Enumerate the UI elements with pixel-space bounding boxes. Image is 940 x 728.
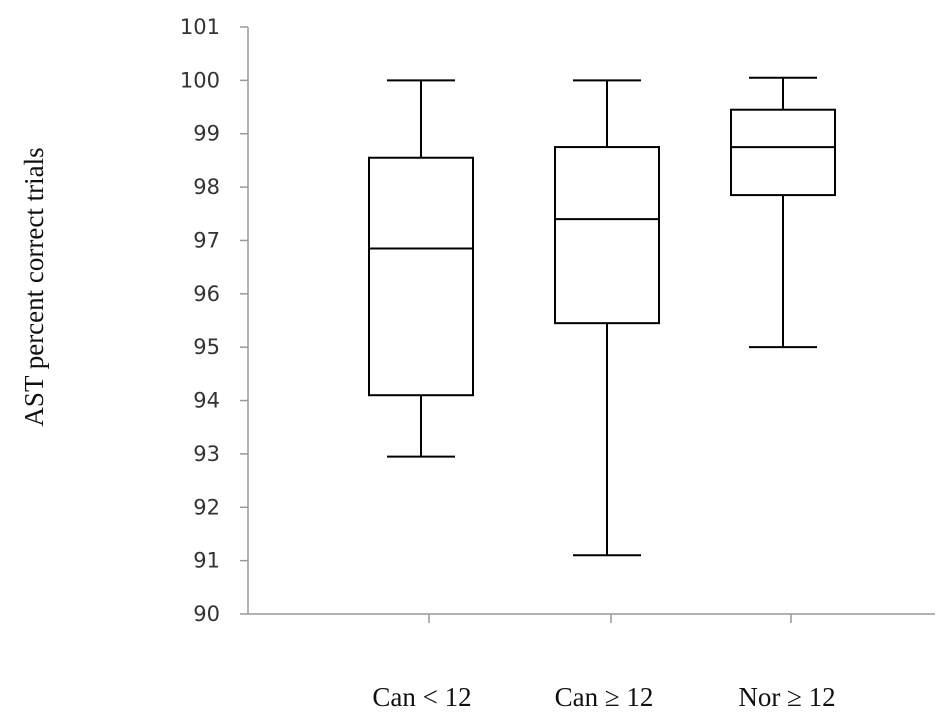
y-tick-label: 90 <box>193 602 220 626</box>
iqr-box <box>368 156 474 397</box>
iqr-box <box>730 108 836 197</box>
y-ticks: 90 91 92 93 94 95 96 97 98 99 100 101 <box>180 15 248 626</box>
x-category-label: Can < 12 <box>372 682 471 712</box>
y-tick-label: 96 <box>193 282 220 306</box>
axes <box>247 27 935 615</box>
y-tick-label: 98 <box>193 175 220 199</box>
y-tick-label: 93 <box>193 442 220 466</box>
y-tick-label: 100 <box>180 68 220 92</box>
y-tick-label: 94 <box>193 389 220 413</box>
iqr-box <box>554 146 660 325</box>
y-tick-label: 97 <box>193 228 220 252</box>
x-category-label: Can ≥ 12 <box>555 682 654 712</box>
y-axis-label: AST percent correct trials <box>19 147 49 426</box>
y-tick-label: 91 <box>193 549 220 573</box>
box-group <box>554 79 660 557</box>
box-group <box>730 76 836 349</box>
box-group <box>368 79 474 458</box>
y-tick-label: 95 <box>193 335 220 359</box>
x-category-label: Nor ≥ 12 <box>738 682 835 712</box>
boxes <box>368 76 836 557</box>
x-ticks: Can < 12 Can ≥ 12 Nor ≥ 12 <box>372 614 836 712</box>
y-tick-label: 101 <box>180 15 220 39</box>
y-tick-label: 92 <box>193 495 220 519</box>
y-tick-label: 99 <box>193 122 220 146</box>
